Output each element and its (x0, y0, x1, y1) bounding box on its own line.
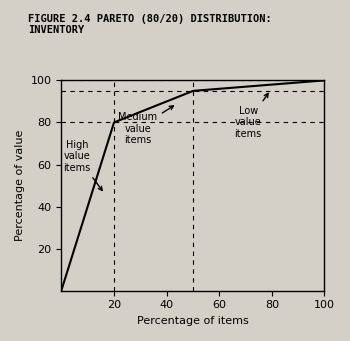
Text: High
value
items: High value items (63, 139, 102, 191)
Text: Low
value
items: Low value items (234, 93, 268, 139)
X-axis label: Percentage of items: Percentage of items (137, 316, 249, 326)
Text: Medium
value
items: Medium value items (118, 106, 174, 145)
Y-axis label: Percentage of value: Percentage of value (15, 130, 25, 241)
Text: FIGURE 2.4 PARETO (80/20) DISTRIBUTION:
INVENTORY: FIGURE 2.4 PARETO (80/20) DISTRIBUTION: … (28, 14, 272, 35)
